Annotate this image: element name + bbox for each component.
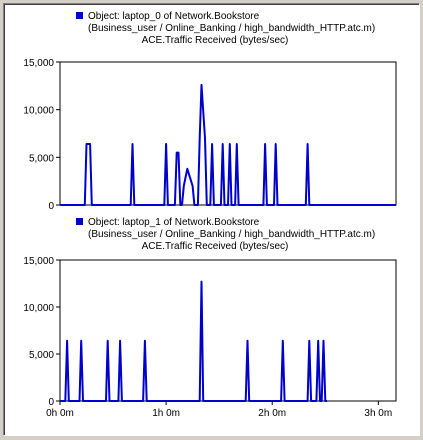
legend-swatch-laptop-1 bbox=[76, 218, 83, 225]
chart-area: Object: laptop_0 of Network.Bookstore (B… bbox=[23, 11, 397, 419]
y-tick-label: 0 bbox=[48, 397, 54, 408]
y-tick-label: 10,000 bbox=[23, 303, 54, 314]
legend-line2-laptop-0: (Business_user / Online_Banking / high_b… bbox=[88, 23, 375, 34]
chart-title-1: ACE.Traffic Received (bytes/sec) bbox=[142, 35, 289, 46]
y-tick-label: 10,000 bbox=[23, 106, 54, 117]
legend-line1-laptop-0: Object: laptop_0 of Network.Bookstore bbox=[88, 11, 260, 22]
y-tick-label: 15,000 bbox=[23, 256, 54, 267]
plot-border bbox=[59, 259, 397, 402]
y-tick-label: 5,000 bbox=[29, 350, 54, 361]
y-tick-label: 5,000 bbox=[29, 153, 54, 164]
x-tick-label: 2h 0m bbox=[258, 408, 286, 419]
plot-laptop-1: 0 5,000 10,000 15,000 0h 0m 1h 0m 2h 0m 3h 0m bbox=[23, 256, 397, 419]
x-tick-label: 1h 0m bbox=[152, 408, 180, 419]
series-line bbox=[60, 280, 327, 402]
chart-frame: Object: laptop_0 of Network.Bookstore (B… bbox=[3, 3, 420, 436]
plot-laptop-0: 0 5,000 10,000 15,000 bbox=[23, 58, 397, 212]
chart-title-2: ACE.Traffic Received (bytes/sec) bbox=[142, 241, 289, 252]
x-tick-label: 0h 0m bbox=[46, 408, 74, 419]
legend-swatch-laptop-0 bbox=[76, 12, 83, 19]
y-tick-label: 0 bbox=[48, 201, 54, 212]
legend-line1-laptop-1: Object: laptop_1 of Network.Bookstore bbox=[88, 217, 260, 228]
legend-line2-laptop-1: (Business_user / Online_Banking / high_b… bbox=[88, 229, 375, 240]
series-line bbox=[60, 83, 396, 206]
y-tick-label: 15,000 bbox=[23, 58, 54, 69]
x-tick-label: 3h 0m bbox=[364, 408, 392, 419]
